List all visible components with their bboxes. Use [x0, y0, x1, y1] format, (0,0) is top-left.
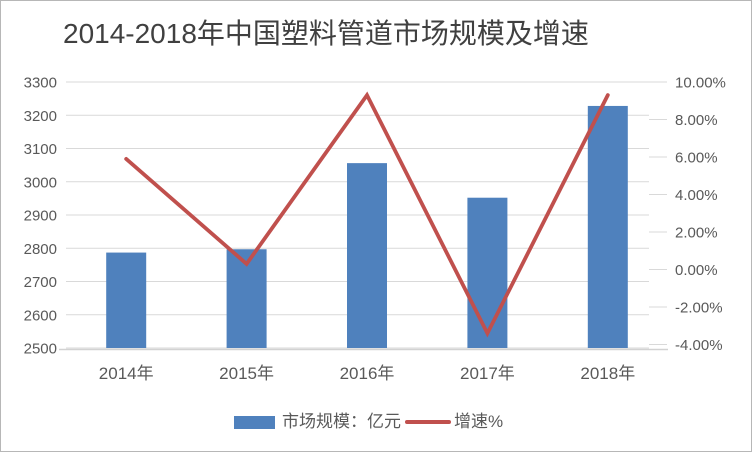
left-axis-tick-label: 3100 — [24, 141, 57, 158]
right-axis-tick-label: -2.00% — [675, 300, 723, 317]
right-axis-tick-label: 0.00% — [675, 262, 718, 279]
x-axis-label-2018年: 2018年 — [580, 364, 635, 383]
x-axis-label-2016年: 2016年 — [340, 364, 395, 383]
chart-title: 2014-2018年中国塑料管道市场规模及增速 — [63, 18, 589, 49]
right-axis-tick-label: 6.00% — [675, 150, 718, 167]
left-axis-tick-label: 2800 — [24, 241, 57, 258]
left-axis-tick-label: 3300 — [24, 75, 57, 92]
growth-line — [124, 91, 610, 338]
legend-label-market-size: 市场规模：亿元 — [282, 412, 401, 431]
legend-label-growth: 增速% — [454, 412, 504, 431]
right-axis-tick-label: -4.00% — [675, 337, 723, 354]
legend-item-market-size: 市场规模：亿元 — [234, 411, 401, 433]
bar-2018年 — [587, 105, 628, 348]
x-axis-label-2014年: 2014年 — [99, 364, 154, 383]
bar-2017年 — [467, 197, 508, 348]
right-axis-tick-label: 2.00% — [675, 225, 718, 242]
chart-legend: 市场规模：亿元 增速% — [234, 411, 503, 433]
left-axis-tick-label: 2900 — [24, 208, 57, 225]
x-axis-label-2015年: 2015年 — [219, 364, 274, 383]
bar-2016年 — [347, 163, 387, 348]
bar-2014年 — [106, 252, 147, 348]
right-axis-tick-label: 8.00% — [675, 112, 718, 129]
x-axis-label-2017年: 2017年 — [460, 364, 515, 383]
right-axis-tick-label: 10.00% — [675, 75, 726, 92]
left-axis-tick-label: 2700 — [24, 274, 57, 291]
left-axis-tick-label: 3000 — [24, 174, 57, 191]
bar-series-swatch-icon — [234, 415, 275, 429]
right-axis-tick-label: 4.00% — [675, 187, 718, 204]
left-axis-tick-label: 2600 — [24, 307, 57, 324]
left-axis-tick-label: 3200 — [24, 108, 57, 125]
line-series-swatch-icon — [405, 420, 451, 424]
legend-item-growth: 增速% — [401, 411, 503, 433]
left-axis-tick-label: 2500 — [24, 341, 57, 358]
